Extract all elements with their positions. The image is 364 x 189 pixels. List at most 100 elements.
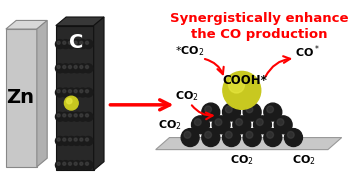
- Circle shape: [202, 103, 220, 121]
- Circle shape: [80, 65, 83, 69]
- Circle shape: [78, 40, 87, 49]
- Text: C: C: [69, 33, 84, 52]
- Circle shape: [264, 129, 282, 146]
- Circle shape: [80, 41, 83, 44]
- Circle shape: [229, 77, 245, 93]
- Circle shape: [212, 116, 230, 134]
- Circle shape: [72, 136, 82, 145]
- Text: Zn: Zn: [5, 88, 33, 107]
- Circle shape: [86, 65, 88, 69]
- Circle shape: [223, 71, 261, 109]
- Circle shape: [72, 40, 82, 49]
- Circle shape: [205, 132, 211, 138]
- Circle shape: [63, 65, 66, 69]
- Circle shape: [225, 132, 232, 138]
- Circle shape: [222, 129, 241, 146]
- Circle shape: [274, 116, 292, 134]
- Text: CO$_2$: CO$_2$: [158, 119, 181, 132]
- Text: CO$_2$: CO$_2$: [230, 153, 254, 167]
- Circle shape: [246, 132, 253, 138]
- Circle shape: [67, 112, 76, 121]
- Circle shape: [63, 114, 66, 117]
- Text: $*$CO$_2$: $*$CO$_2$: [175, 45, 205, 58]
- Polygon shape: [156, 138, 342, 150]
- Circle shape: [253, 116, 272, 134]
- Circle shape: [215, 119, 222, 125]
- Polygon shape: [56, 17, 104, 26]
- Circle shape: [80, 162, 83, 165]
- Circle shape: [86, 162, 88, 165]
- Circle shape: [84, 136, 93, 145]
- Circle shape: [267, 106, 273, 113]
- Circle shape: [202, 129, 220, 146]
- Circle shape: [55, 136, 64, 145]
- Circle shape: [68, 90, 72, 93]
- Circle shape: [72, 112, 82, 121]
- Circle shape: [233, 116, 251, 134]
- Circle shape: [288, 132, 294, 138]
- Circle shape: [264, 103, 282, 121]
- Circle shape: [86, 90, 88, 93]
- Circle shape: [277, 119, 284, 125]
- Circle shape: [194, 119, 201, 125]
- Circle shape: [181, 129, 199, 146]
- Circle shape: [86, 138, 88, 141]
- Circle shape: [67, 161, 76, 170]
- Circle shape: [243, 129, 261, 146]
- Circle shape: [285, 129, 302, 146]
- Circle shape: [78, 88, 87, 97]
- Circle shape: [222, 103, 241, 121]
- Circle shape: [184, 132, 191, 138]
- Circle shape: [67, 40, 76, 49]
- Circle shape: [57, 41, 60, 44]
- Circle shape: [61, 88, 70, 97]
- Circle shape: [57, 65, 60, 69]
- Circle shape: [72, 88, 82, 97]
- Circle shape: [225, 106, 232, 113]
- Circle shape: [74, 162, 77, 165]
- Polygon shape: [56, 26, 94, 170]
- Circle shape: [63, 138, 66, 141]
- Circle shape: [78, 161, 87, 170]
- Circle shape: [86, 114, 88, 117]
- Circle shape: [86, 41, 88, 44]
- Circle shape: [55, 161, 64, 170]
- Circle shape: [74, 138, 77, 141]
- Circle shape: [63, 162, 66, 165]
- Circle shape: [55, 64, 64, 73]
- Circle shape: [61, 112, 70, 121]
- Circle shape: [68, 114, 72, 117]
- Circle shape: [74, 90, 77, 93]
- Circle shape: [68, 162, 72, 165]
- Circle shape: [57, 90, 60, 93]
- Polygon shape: [6, 20, 47, 29]
- Circle shape: [67, 88, 76, 97]
- Circle shape: [72, 64, 82, 73]
- Circle shape: [55, 112, 64, 121]
- Circle shape: [67, 64, 76, 73]
- Polygon shape: [37, 20, 47, 167]
- Circle shape: [74, 41, 77, 44]
- Circle shape: [57, 138, 60, 141]
- Circle shape: [55, 88, 64, 97]
- Circle shape: [243, 103, 261, 121]
- Circle shape: [67, 136, 76, 145]
- Circle shape: [57, 162, 60, 165]
- Circle shape: [267, 132, 273, 138]
- Circle shape: [61, 64, 70, 73]
- Circle shape: [80, 90, 83, 93]
- Circle shape: [246, 106, 253, 113]
- Text: Synergistically enhance
the CO production: Synergistically enhance the CO productio…: [170, 12, 348, 41]
- Circle shape: [84, 64, 93, 73]
- Polygon shape: [6, 29, 37, 167]
- Circle shape: [78, 136, 87, 145]
- Circle shape: [67, 98, 72, 104]
- Polygon shape: [94, 17, 104, 170]
- Circle shape: [72, 161, 82, 170]
- Circle shape: [84, 112, 93, 121]
- Circle shape: [78, 64, 87, 73]
- Circle shape: [61, 161, 70, 170]
- Circle shape: [78, 112, 87, 121]
- Text: CO$^*$: CO$^*$: [295, 43, 320, 60]
- Circle shape: [84, 88, 93, 97]
